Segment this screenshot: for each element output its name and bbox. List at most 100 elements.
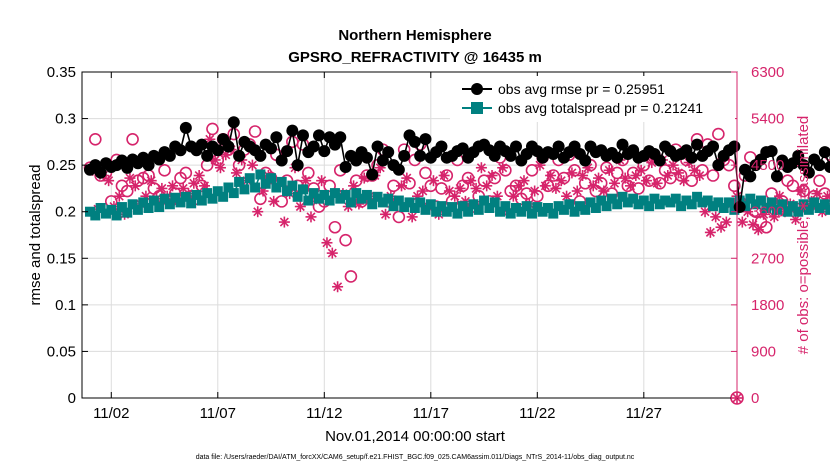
axes: 11/02 11/07 11/12 11/17 11/22 11/27 0 0.05 0.1 0.…	[47, 64, 785, 422]
totalspread-point	[601, 201, 612, 212]
totalspread-point	[766, 197, 777, 208]
totalspread-point	[335, 193, 346, 204]
totalspread-point	[473, 204, 484, 215]
rmse-point	[371, 140, 384, 153]
totalspread-point	[665, 197, 676, 208]
obs-assimilated-point	[651, 177, 663, 189]
rmse-point	[265, 142, 278, 155]
rmse-point	[382, 146, 395, 159]
totalspread-point	[271, 182, 282, 193]
totalspread-point	[313, 193, 324, 204]
totalspread-point	[276, 176, 287, 187]
rmse-point	[142, 159, 155, 172]
obs-assimilated-point	[795, 185, 807, 197]
obs-assimilated-point	[417, 185, 429, 197]
obs-assimilated-point	[438, 169, 450, 181]
rmse-point	[579, 154, 592, 167]
rmse-point	[254, 149, 267, 162]
rmse-point	[653, 154, 666, 167]
obs-assimilated-point	[811, 188, 823, 200]
obs-assimilated-point	[326, 247, 338, 259]
totalspread-point	[606, 193, 617, 204]
obs-possible-point	[706, 169, 720, 182]
totalspread-point	[372, 191, 383, 202]
totalspread-point	[649, 193, 660, 204]
totalspread-point	[425, 199, 436, 210]
totalspread-point	[569, 206, 580, 217]
rmse-point	[744, 170, 757, 183]
totalspread-point	[138, 197, 149, 208]
totalspread-point	[340, 189, 351, 200]
totalspread-point	[170, 192, 181, 203]
obs-assimilated-point	[555, 175, 567, 187]
totalspread-point	[218, 191, 229, 202]
obs-assimilated-point	[694, 169, 706, 181]
totalspread-point	[393, 195, 404, 206]
y-right-tick-label: 2700	[751, 250, 784, 267]
totalspread-point	[574, 201, 585, 212]
obs-assimilated-point	[662, 169, 674, 181]
totalspread-point	[729, 204, 740, 215]
x-tick-label: 11/12	[306, 405, 342, 422]
y-right-tick-label: 4500	[751, 157, 784, 174]
obs-assimilated-point	[752, 224, 764, 236]
totalspread-point	[127, 199, 138, 210]
rmse-point	[792, 149, 805, 162]
totalspread-point	[798, 199, 809, 210]
obs-assimilated-point	[443, 185, 455, 197]
obs-possible-point	[89, 132, 102, 146]
totalspread-point	[308, 188, 319, 199]
y-right-tick-label: 6300	[751, 64, 784, 81]
totalspread-point	[303, 195, 314, 206]
data-series	[83, 116, 830, 405]
rmse-point	[296, 129, 309, 142]
obs-possible-point	[206, 122, 219, 136]
totalspread-point	[345, 197, 356, 208]
rmse-point	[616, 138, 629, 151]
x-tick-label: 11/22	[519, 405, 555, 422]
y-right-tick-label: 0	[751, 390, 759, 407]
totalspread-point	[564, 199, 575, 210]
totalspread-point	[255, 169, 266, 180]
rmse-point	[510, 140, 523, 153]
rmse-point	[360, 151, 373, 164]
obs-assimilated-point	[396, 180, 408, 192]
totalspread-point	[383, 193, 394, 204]
totalspread-point	[148, 195, 159, 206]
obs-assimilated-point	[348, 180, 360, 192]
totalspread-point	[468, 199, 479, 210]
totalspread-point	[441, 206, 452, 217]
obs-assimilated-point	[603, 164, 615, 176]
rmse-point	[94, 166, 107, 179]
obs-assimilated-point	[571, 185, 583, 197]
x-tick-label: 11/17	[413, 405, 449, 422]
obs-assimilated-point	[619, 172, 631, 184]
obs-assimilated-point	[103, 175, 115, 187]
chart-title-line-1: Northern Hemisphere	[338, 27, 491, 44]
y-right-tick-label: 1800	[751, 297, 784, 314]
totalspread-point	[761, 202, 772, 213]
y-right-tick-label: 900	[751, 343, 776, 360]
x-tick-label: 11/27	[626, 405, 662, 422]
totalspread-point	[511, 202, 522, 213]
totalspread-point	[186, 198, 197, 209]
y-left-tick-label: 0.3	[55, 111, 76, 128]
obs-possible-point	[339, 233, 352, 247]
rmse-point	[818, 146, 830, 159]
rmse-point	[201, 149, 214, 162]
rmse-point	[419, 133, 432, 146]
totalspread-point	[351, 188, 362, 199]
obs-assimilated-point	[252, 206, 264, 218]
totalspread-point	[670, 193, 681, 204]
totalspread-point	[84, 206, 95, 217]
totalspread-point	[803, 204, 814, 215]
obs-assimilated-point	[268, 195, 280, 207]
obs-assimilated-point	[145, 175, 157, 187]
obs-assimilated-point	[624, 180, 636, 192]
totalspread-point	[750, 199, 761, 210]
obs-possible-point	[712, 127, 725, 141]
obs-assimilated-point	[300, 175, 312, 187]
x-tick-label: 11/07	[200, 405, 236, 422]
totalspread-point	[617, 191, 628, 202]
totalspread-point	[431, 206, 442, 217]
